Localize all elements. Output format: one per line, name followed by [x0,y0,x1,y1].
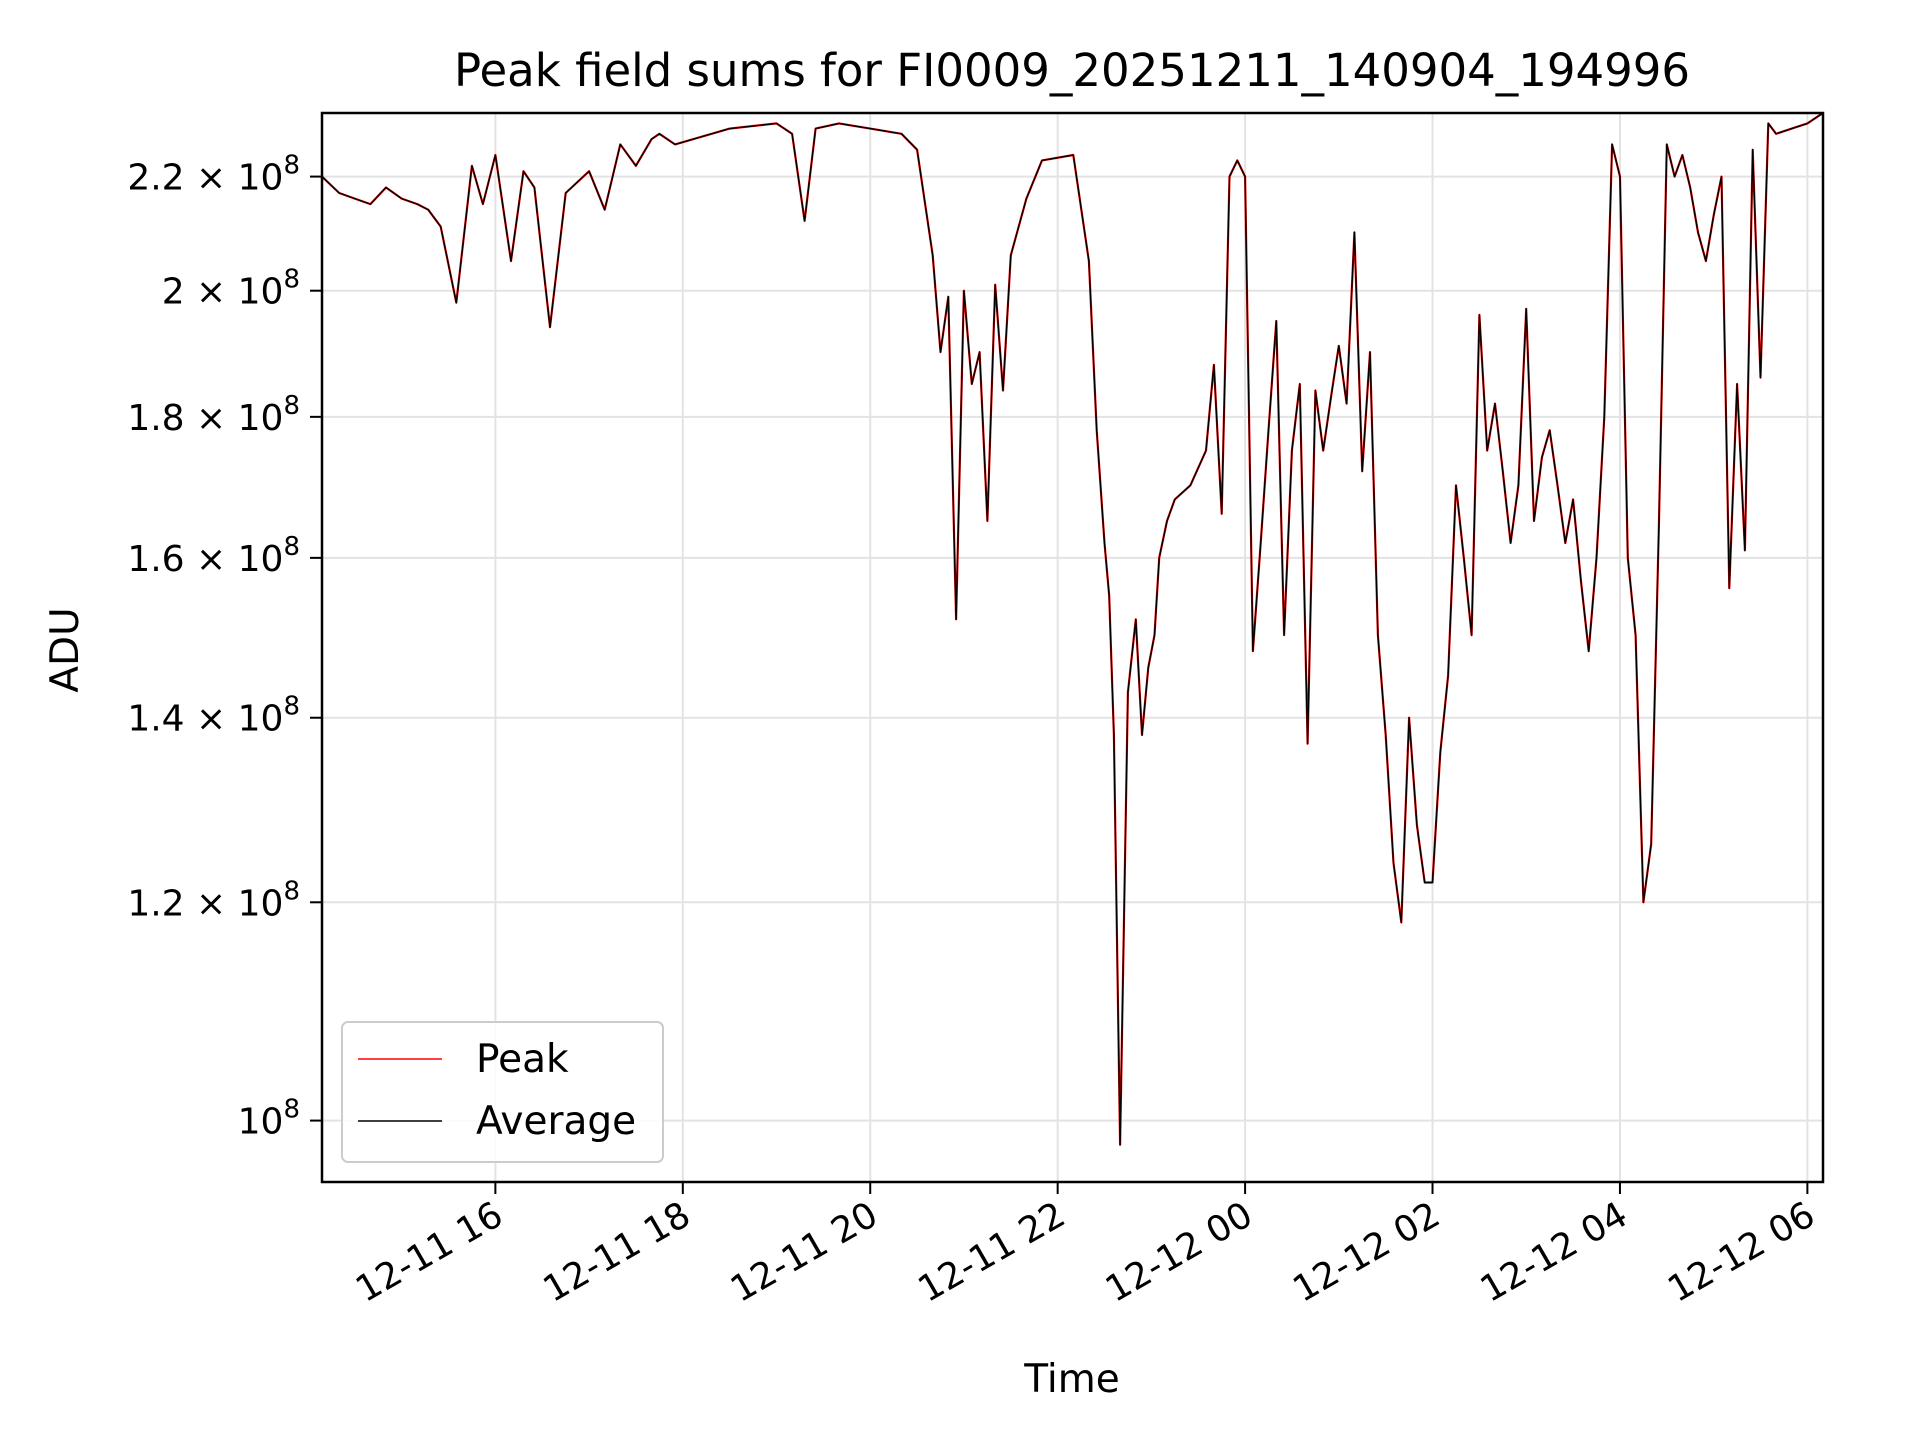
legend-peak-label: Peak [476,1037,569,1082]
y-axis-label: ADU [43,607,88,692]
plot-frame [320,111,1825,1184]
y-tick-label: 1.6 × 108 [127,532,300,580]
y-tick-label: 1.2 × 108 [127,876,300,924]
y-tick-label: 1.8 × 108 [127,391,300,439]
legend-average-label: Average [476,1099,636,1144]
legend-box [341,1021,664,1163]
legend: Peak Average [341,1021,664,1163]
y-tick-label: 2.2 × 108 [127,151,300,199]
series-average-line [321,112,1824,1146]
y-tick-label: 108 [238,1095,300,1143]
y-tick-label: 2 × 108 [162,265,300,313]
y-tick-label: 1.4 × 108 [127,692,300,740]
series-layer [321,112,1824,1146]
chart-title: Peak field sums for FI0009_20251211_1409… [454,44,1690,97]
x-axis-label: Time [1023,1357,1119,1402]
